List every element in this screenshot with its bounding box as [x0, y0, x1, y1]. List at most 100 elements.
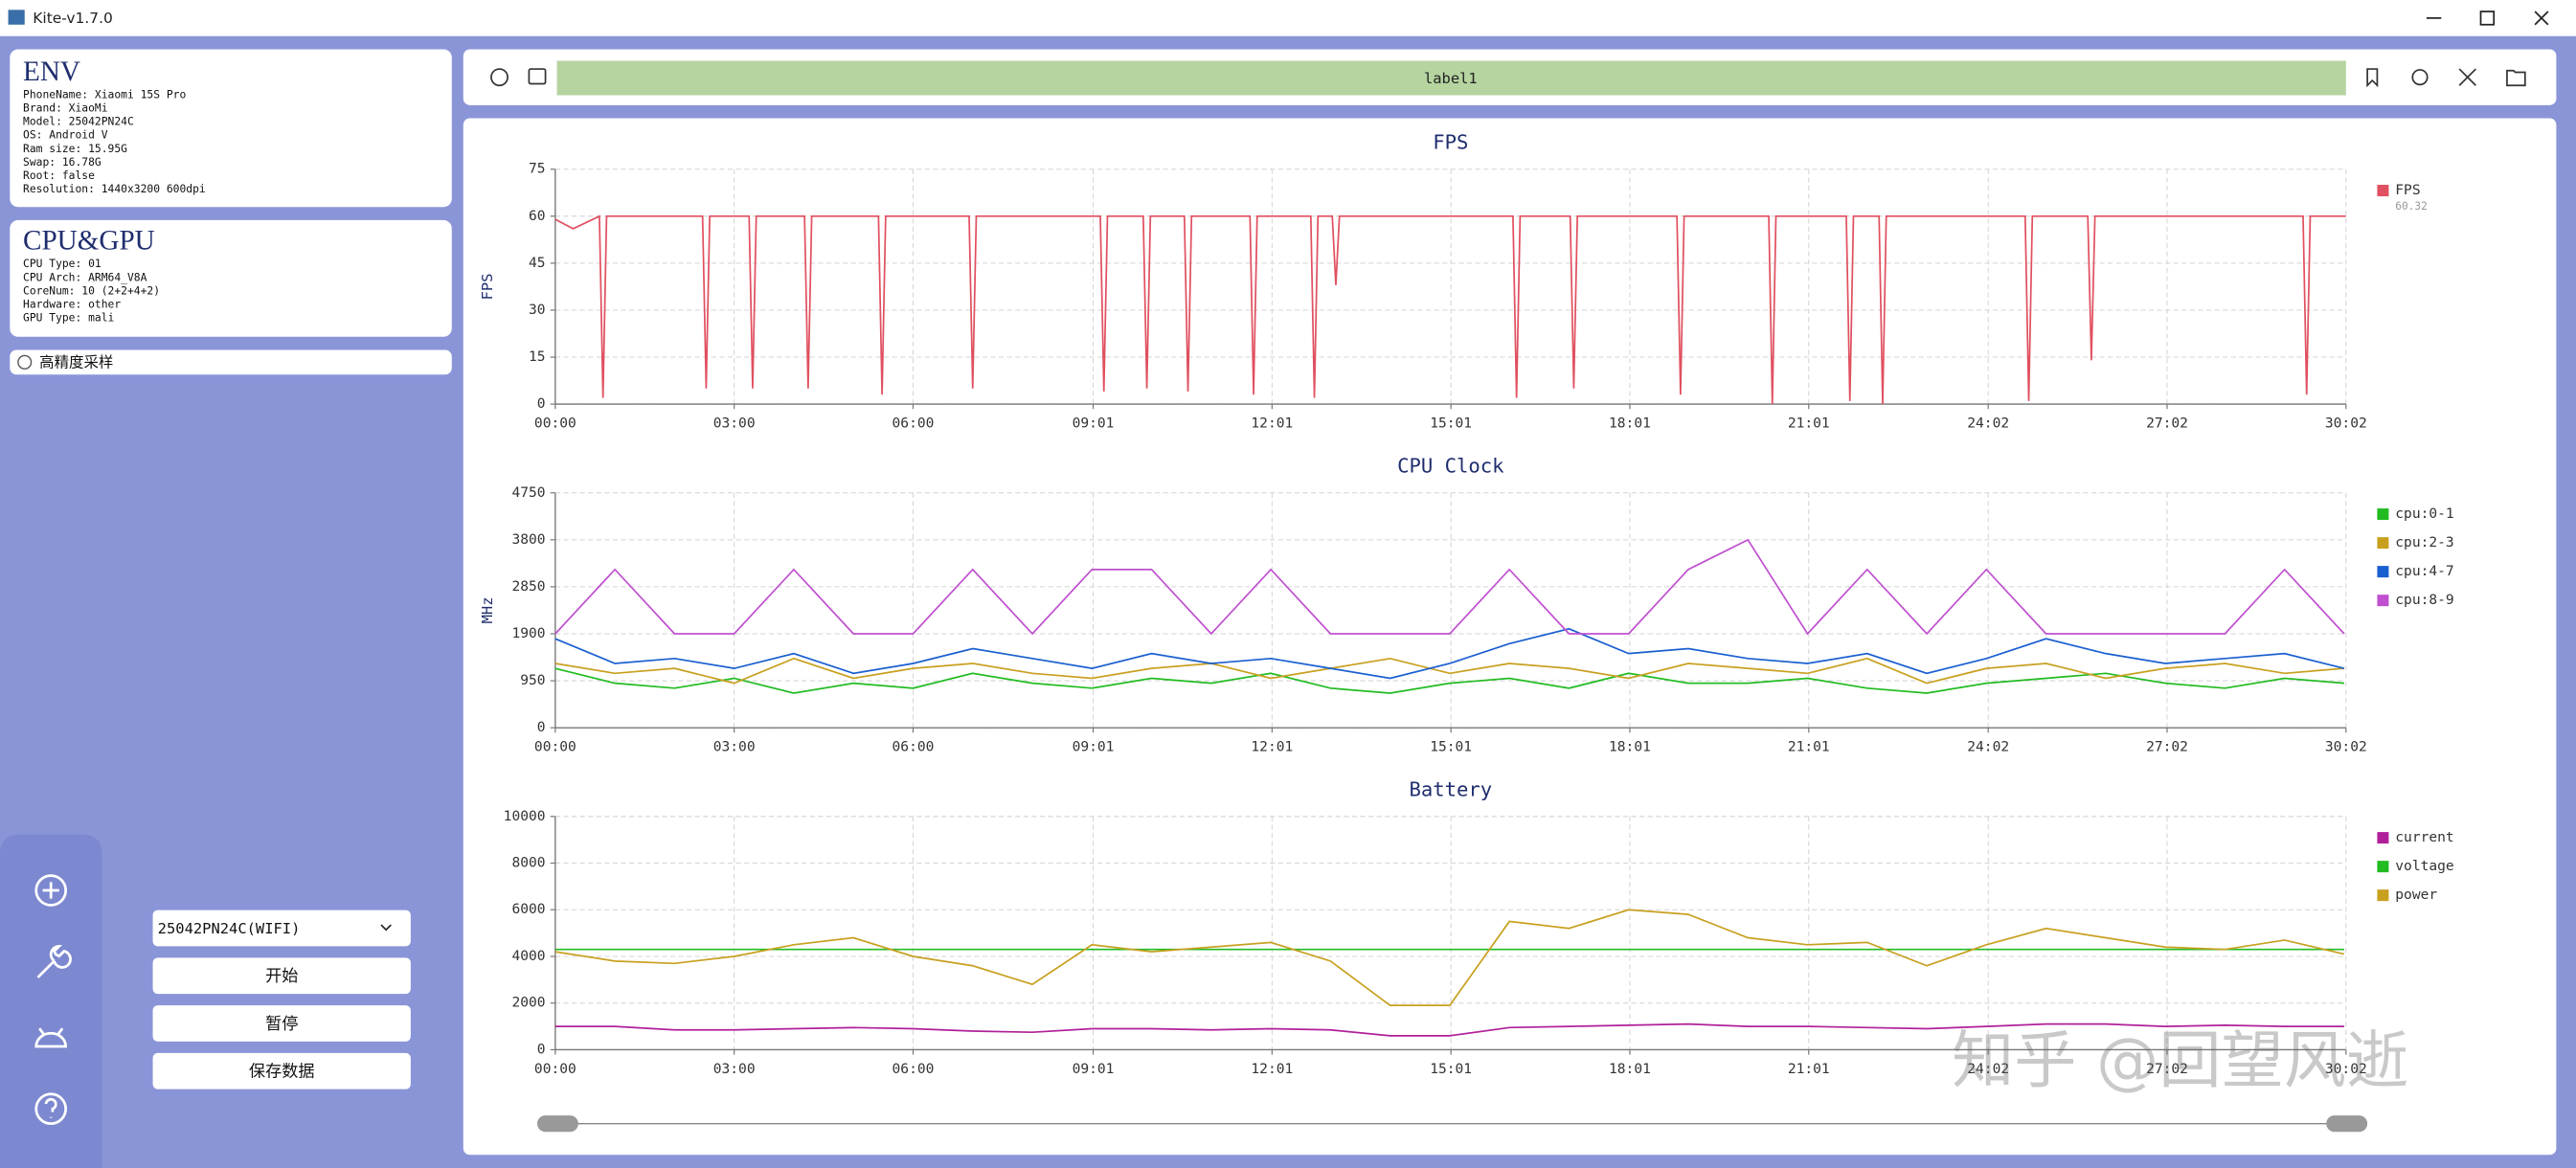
toolbar-icon[interactable]	[2366, 68, 2379, 88]
title-bar	[0, 0, 2576, 36]
x-tick-label: 06:00	[893, 416, 935, 432]
x-tick-label: 27:02	[2146, 739, 2188, 755]
x-tick-label: 00:00	[534, 739, 576, 755]
x-tick-label: 24:02	[1967, 1061, 2009, 1077]
series-line	[554, 1022, 2344, 1037]
y-axis-label: FPS	[479, 273, 496, 300]
y-tick-label: 0	[537, 719, 546, 735]
x-tick-label: 18:01	[1609, 416, 1651, 432]
device-select[interactable]	[152, 910, 411, 947]
label-bar	[556, 60, 2346, 96]
tool-icon[interactable]	[36, 944, 72, 978]
legend-label[interactable]: cpu:8-9	[2395, 592, 2453, 608]
y-tick-label: 8000	[511, 855, 545, 871]
add-icon-plus	[42, 882, 59, 899]
chart-title: Battery	[1409, 777, 1492, 800]
action-button-label[interactable]: 开始	[265, 967, 298, 986]
x-tick-label: 24:02	[1967, 739, 2009, 755]
series-line	[554, 538, 2345, 636]
y-tick-label: 3800	[511, 531, 545, 548]
y-tick-label: 15	[529, 348, 546, 365]
env-panel	[10, 49, 452, 208]
y-tick-label: 45	[529, 255, 546, 271]
legend-swatch	[2377, 185, 2389, 197]
y-tick-label: 6000	[511, 901, 545, 917]
x-tick-label: 03:00	[713, 739, 756, 755]
env-line: OS: Android V	[23, 128, 108, 142]
cpu-gpu-line: CPU Arch: ARM64_V8A	[23, 270, 147, 283]
action-button[interactable]	[152, 1005, 411, 1042]
action-button[interactable]	[152, 957, 411, 995]
legend-label[interactable]: current	[2395, 829, 2453, 845]
legend-swatch	[2377, 566, 2389, 578]
nav-bar	[0, 834, 102, 1168]
label-text: label1	[1424, 70, 1478, 87]
x-tick-label: 00:00	[534, 1061, 576, 1077]
toolbar-icon[interactable]	[2411, 69, 2429, 86]
y-tick-label: 0	[537, 1041, 546, 1057]
legend-label[interactable]: voltage	[2395, 858, 2453, 874]
legend-swatch	[2377, 889, 2389, 902]
y-tick-label: 2850	[511, 578, 545, 595]
legend-label[interactable]: FPS	[2395, 182, 2420, 198]
legend-label[interactable]: power	[2395, 887, 2437, 903]
cpu-gpu-line: CPU Type: 01	[23, 257, 102, 270]
y-tick-label: 4000	[511, 948, 545, 964]
y-tick-label: 10000	[504, 808, 546, 824]
high-precision-checkbox[interactable]	[17, 354, 33, 370]
x-tick-label: 00:00	[534, 416, 576, 432]
x-tick-label: 18:01	[1609, 1061, 1651, 1077]
series-line	[554, 909, 2345, 1007]
x-tick-label: 27:02	[2146, 1061, 2188, 1077]
x-tick-label: 15:01	[1430, 1061, 1472, 1077]
watermark: 知乎 @回望风逝	[1952, 1024, 2408, 1097]
x-tick-label: 03:00	[713, 416, 756, 432]
x-tick-label: 12:01	[1251, 1061, 1293, 1077]
x-tick-label: 21:01	[1788, 1061, 1830, 1077]
y-tick-label: 0	[537, 395, 546, 412]
help-icon[interactable]	[34, 1092, 67, 1126]
toolbar-icon[interactable]	[2506, 69, 2526, 87]
scroll-handle-start[interactable]	[536, 1115, 578, 1133]
x-tick-label: 15:01	[1430, 739, 1472, 755]
window-title: Kite-v1.7.0	[33, 10, 113, 27]
legend-label[interactable]: cpu:0-1	[2395, 505, 2453, 522]
chart-panel	[463, 118, 2557, 1156]
cpu-gpu-line: GPU Type: mali	[23, 311, 115, 325]
action-button[interactable]	[152, 1052, 411, 1089]
android-icon[interactable]	[34, 1027, 67, 1048]
select-arrow	[380, 924, 392, 932]
toolbar-icon[interactable]	[528, 68, 547, 85]
series-line	[554, 627, 2345, 680]
x-tick-label: 12:01	[1251, 416, 1293, 432]
y-tick-label: 2000	[511, 995, 545, 1011]
env-line: Ram size: 15.95G	[23, 142, 127, 155]
toolbar-icon[interactable]	[2458, 68, 2476, 86]
charts: FPS FPS 0 15 30 45 60 75 00:00 03:00 06:00 09:01 12:…	[479, 130, 2454, 1077]
action-button-label[interactable]: 暂停	[265, 1015, 298, 1034]
cpu-gpu-line: Hardware: other	[23, 297, 121, 310]
scroll-handle-end[interactable]	[2326, 1115, 2368, 1133]
x-tick-label: 30:02	[2325, 1061, 2367, 1077]
close-button[interactable]	[2534, 11, 2549, 26]
action-button-label[interactable]: 保存数据	[249, 1063, 315, 1082]
env-line: Resolution: 1440x3200 600dpi	[23, 182, 206, 195]
add-icon[interactable]	[34, 874, 67, 907]
series-line	[554, 657, 2345, 685]
series-line	[554, 667, 2345, 694]
x-tick-label: 24:02	[1967, 416, 2009, 432]
legend-swatch	[2377, 537, 2389, 550]
legend-label[interactable]: cpu:4-7	[2395, 563, 2453, 579]
env-line: Model: 25042PN24C	[23, 115, 134, 128]
env-title: ENV	[23, 56, 80, 87]
toolbar-icon[interactable]	[490, 68, 508, 87]
legend-swatch	[2377, 595, 2389, 607]
chart-title: FPS	[1433, 130, 1468, 153]
high-precision-label[interactable]: 高精度采样	[39, 354, 113, 371]
maximize-button[interactable]	[2479, 11, 2496, 26]
x-tick-label: 03:00	[713, 1061, 756, 1077]
legend-label[interactable]: cpu:2-3	[2395, 534, 2453, 550]
